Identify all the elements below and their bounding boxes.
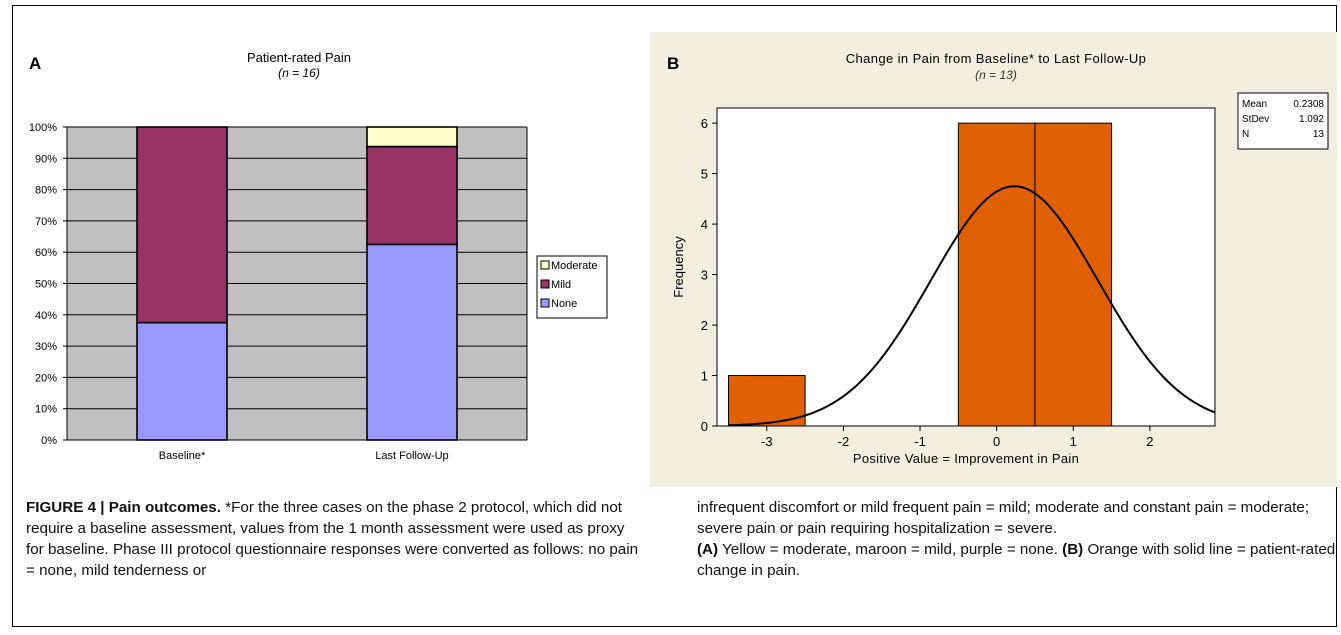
y-tick-label: 4 (701, 217, 708, 232)
y-tick-label: 50% (35, 279, 57, 291)
bar-last-follow-up-moderate (366, 126, 458, 148)
caption-left-text: *For the three cases on the phase 2 prot… (26, 499, 639, 579)
x-tick-label: -3 (761, 434, 773, 449)
caption-b-text: Orange with solid line = patient-rated c… (697, 541, 1336, 579)
legend-label-none: None (551, 298, 577, 310)
x-tick-label: 2 (1146, 434, 1153, 449)
y-tick-label: 6 (701, 116, 708, 131)
normal-curve (728, 185, 1216, 427)
chart-a-subtitle: (n = 16) (278, 66, 320, 80)
y-tick-label: 0 (701, 419, 708, 434)
histogram-bar (1034, 122, 1113, 427)
stat-value: 0.2308 (1293, 99, 1324, 110)
caption-a-label: (A) (697, 541, 719, 558)
chart-a: A Patient-rated Pain (n = 16) 0% 10% 20% 30… (29, 50, 608, 462)
stat-value: 13 (1313, 129, 1325, 140)
y-tick-label: 30% (35, 341, 57, 353)
stat-label: Mean (1242, 99, 1267, 110)
stats-box-frame (1237, 92, 1329, 150)
y-tick-label: 0% (41, 435, 57, 447)
legend: Moderate Mild None (536, 255, 608, 319)
panel-a-label: A (29, 54, 41, 73)
stat-label: StDev (1242, 114, 1269, 125)
x-tick-label: 0 (993, 434, 1000, 449)
caption-a-text: Yellow = moderate, maroon = mild, purple… (718, 541, 1063, 558)
caption-b-label: (B) (1062, 541, 1084, 558)
stat-value: 1.092 (1299, 114, 1324, 125)
y-tick-label: 80% (35, 185, 57, 197)
chart-b: B Change in Pain from Baseline* to Last … (667, 51, 1329, 466)
bar-last-follow-up-mild (366, 145, 458, 246)
y-tick-label: 90% (35, 153, 57, 165)
chart-a-title: Patient-rated Pain (247, 50, 351, 65)
y-tick-label: 60% (35, 247, 57, 259)
y-tick-label: 1 (701, 369, 708, 384)
panel-b-label: B (667, 54, 679, 73)
chart-b-subtitle: (n = 13) (975, 68, 1017, 82)
legend-swatch-moderate (540, 260, 550, 270)
stat-label: N (1242, 129, 1249, 140)
y-tick-label: 100% (29, 122, 57, 134)
y-tick-label: 3 (701, 268, 708, 283)
y-tick-label: 5 (701, 167, 708, 182)
bar-last-follow-up-none (366, 243, 458, 441)
caption-figure-label: FIGURE 4 | Pain outcomes. (26, 499, 221, 516)
y-tick-label: 2 (701, 318, 708, 333)
x-tick-label: -1 (914, 434, 926, 449)
chart-b-title: Change in Pain from Baseline* to Last Fo… (846, 51, 1147, 66)
caption-right: infrequent discomfort or mild frequent p… (697, 497, 1337, 581)
legend-swatch-none (540, 298, 550, 308)
x-tick-label: -2 (838, 434, 850, 449)
y-tick-label: 10% (35, 404, 57, 416)
caption-right-text: infrequent discomfort or mild frequent p… (697, 499, 1310, 537)
x-axis-label: Positive Value = Improvement in Pain (853, 451, 1079, 466)
legend-label-moderate: Moderate (551, 260, 597, 272)
histogram-bar (727, 375, 806, 427)
caption-left: FIGURE 4 | Pain outcomes. *For the three… (26, 497, 646, 581)
x-category-label: Baseline* (159, 450, 206, 462)
legend-swatch-mild (540, 279, 550, 289)
bar-baseline-none (136, 321, 228, 441)
x-tick-label: 1 (1070, 434, 1077, 449)
y-tick-label: 40% (35, 310, 57, 322)
stats-box: Mean 0.2308 StDev 1.092 N 13 (1237, 92, 1329, 150)
x-category-label: Last Follow-Up (375, 450, 448, 462)
y-tick-label: 70% (35, 216, 57, 228)
histogram-bar (957, 122, 1036, 427)
bar-baseline-mild (136, 126, 228, 324)
y-axis-label: Frequency (671, 236, 686, 298)
y-tick-label: 20% (35, 372, 57, 384)
legend-label-mild: Mild (551, 279, 571, 291)
